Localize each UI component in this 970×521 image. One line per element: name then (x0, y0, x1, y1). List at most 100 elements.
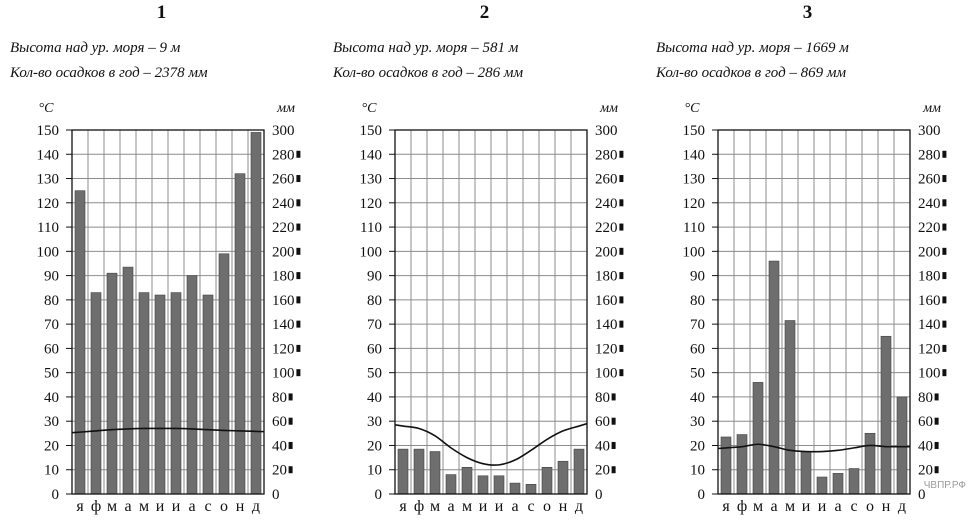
temperature-tick-label: 0 (698, 487, 706, 503)
precipitation-bar (896, 396, 908, 495)
precipitation-total-label: Кол-во осадков в год – 286 мм (333, 65, 524, 81)
temperature-tick-label: 30 (367, 414, 382, 430)
precipitation-tick-label: 220 (918, 220, 941, 236)
precipitation-tick-marker (619, 247, 624, 255)
precipitation-tick-label: 80 (595, 390, 610, 406)
month-label: о (543, 498, 551, 515)
precipitation-bar (170, 292, 182, 495)
month-label: м (139, 498, 149, 515)
temperature-tick-label: 100 (37, 244, 60, 260)
precipitation-tick-label: 260 (595, 172, 618, 188)
precipitation-tick-label: 160 (595, 293, 618, 309)
precipitation-tick-marker (296, 369, 301, 377)
precipitation-tick-marker (942, 344, 947, 352)
precipitation-tick-label: 260 (272, 172, 295, 188)
precipitation-tick-marker (619, 175, 624, 183)
temperature-tick-label: 70 (44, 317, 59, 333)
precipitation-bar (525, 483, 537, 495)
precipitation-bar (573, 448, 585, 495)
precipitation-bar (816, 476, 828, 495)
precipitation-bar (752, 382, 764, 495)
precipitation-bar (106, 272, 118, 495)
temperature-tick-label: 20 (44, 438, 59, 454)
precipitation-total-label: Кол-во осадков в год – 2378 мм (10, 65, 208, 81)
precipitation-bar (557, 460, 569, 495)
temperature-unit-label: °C (685, 101, 701, 116)
month-label: и (172, 498, 181, 515)
temperature-tick-label: 150 (37, 123, 60, 139)
temperature-tick-label: 70 (690, 317, 705, 333)
precipitation-tick-marker (942, 247, 947, 255)
temperature-tick-label: 20 (367, 438, 382, 454)
precipitation-bar (493, 475, 505, 495)
precipitation-tick-marker (942, 369, 947, 377)
precipitation-tick-label: 240 (595, 196, 618, 212)
precipitation-tick-marker (934, 466, 939, 474)
climate-panel-3: 3 Высота над ур. моря – 1669 м Кол-во ос… (646, 0, 969, 521)
precipitation-bar (784, 320, 796, 495)
temperature-tick-label: 120 (683, 196, 706, 212)
precipitation-tick-label: 40 (595, 438, 610, 454)
temperature-tick-label: 40 (690, 390, 705, 406)
temperature-tick-label: 10 (44, 463, 59, 479)
watermark: ЧВПР.РФ (923, 480, 966, 491)
precipitation-unit-label: мм (599, 101, 618, 116)
precipitation-tick-marker (942, 296, 947, 304)
temperature-tick-label: 10 (690, 463, 705, 479)
precipitation-bar (736, 434, 748, 495)
precipitation-tick-marker (296, 320, 301, 328)
precipitation-bar (413, 448, 425, 495)
precipitation-bar (864, 433, 876, 495)
precipitation-bar (848, 468, 860, 495)
precipitation-tick-marker (611, 466, 616, 474)
month-label: а (188, 498, 195, 515)
month-label: я (399, 498, 407, 515)
precipitation-tick-marker (942, 150, 947, 158)
precipitation-tick-marker (934, 441, 939, 449)
precipitation-tick-label: 220 (272, 220, 295, 236)
temperature-tick-label: 140 (360, 147, 383, 163)
precipitation-tick-marker (934, 393, 939, 401)
precipitation-tick-label: 240 (918, 196, 941, 212)
precipitation-tick-label: 120 (272, 341, 295, 357)
panel-number: 2 (479, 2, 490, 23)
temperature-tick-label: 50 (44, 366, 59, 382)
month-label: м (462, 498, 472, 515)
altitude-label: Высота над ур. моря – 9 м (10, 40, 181, 56)
precipitation-bar (720, 436, 732, 495)
precipitation-tick-label: 280 (595, 147, 618, 163)
temperature-tick-label: 90 (367, 269, 382, 285)
month-label: ф (414, 498, 424, 515)
precipitation-tick-marker (942, 175, 947, 183)
month-label: м (785, 498, 795, 515)
precipitation-tick-label: 0 (918, 487, 926, 503)
month-label: и (818, 498, 827, 515)
temperature-unit-label: °C (39, 101, 55, 116)
temperature-tick-label: 0 (52, 487, 60, 503)
temperature-tick-label: 30 (690, 414, 705, 430)
precipitation-tick-marker (942, 320, 947, 328)
precipitation-bar (202, 294, 214, 495)
month-label: с (850, 498, 857, 515)
temperature-tick-label: 40 (44, 390, 59, 406)
precipitation-tick-marker (296, 175, 301, 183)
month-label: д (575, 498, 583, 515)
climate-panel-2: 2 Высота над ур. моря – 581 м Кол-во оса… (323, 0, 646, 521)
month-label: м (107, 498, 117, 515)
precipitation-tick-label: 100 (595, 366, 618, 382)
month-label: с (527, 498, 534, 515)
precipitation-tick-label: 20 (272, 463, 287, 479)
temperature-tick-label: 100 (683, 244, 706, 260)
precipitation-tick-label: 140 (272, 317, 295, 333)
month-label: и (495, 498, 504, 515)
precipitation-tick-label: 160 (272, 293, 295, 309)
precipitation-tick-marker (296, 344, 301, 352)
precipitation-tick-label: 40 (272, 438, 287, 454)
precipitation-tick-marker (611, 417, 616, 425)
precipitation-bar (90, 292, 102, 495)
precipitation-tick-marker (296, 199, 301, 207)
month-label: д (252, 498, 260, 515)
precipitation-tick-label: 260 (918, 172, 941, 188)
precipitation-tick-label: 280 (272, 147, 295, 163)
precipitation-tick-marker (619, 150, 624, 158)
